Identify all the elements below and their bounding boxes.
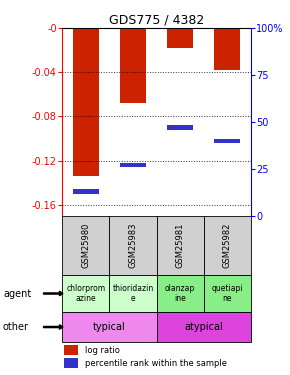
- Bar: [110, 275, 157, 312]
- Text: other: other: [3, 322, 29, 332]
- Bar: [204, 216, 251, 275]
- Bar: [73, 28, 99, 176]
- Text: thioridazin
e: thioridazin e: [113, 284, 154, 303]
- Text: percentile rank within the sample: percentile rank within the sample: [85, 359, 227, 368]
- Bar: [62, 275, 110, 312]
- Text: atypical: atypical: [184, 322, 223, 332]
- Bar: [214, 28, 240, 70]
- Text: typical: typical: [93, 322, 126, 332]
- Bar: [157, 312, 251, 342]
- Bar: [214, 138, 240, 143]
- Text: chlorprom
azine: chlorprom azine: [66, 284, 106, 303]
- Text: olanzap
ine: olanzap ine: [165, 284, 195, 303]
- Bar: [62, 216, 110, 275]
- Text: log ratio: log ratio: [85, 345, 120, 354]
- Text: GSM25981: GSM25981: [176, 223, 185, 268]
- Text: agent: agent: [3, 288, 31, 298]
- Bar: [167, 28, 193, 48]
- Bar: [64, 358, 78, 368]
- Bar: [204, 275, 251, 312]
- Bar: [167, 125, 193, 130]
- Title: GDS775 / 4382: GDS775 / 4382: [109, 14, 204, 27]
- Bar: [120, 163, 146, 167]
- Text: GSM25982: GSM25982: [223, 223, 232, 268]
- Text: GSM25983: GSM25983: [128, 222, 137, 268]
- Bar: [73, 189, 99, 194]
- Bar: [64, 345, 78, 355]
- Text: GSM25980: GSM25980: [81, 223, 90, 268]
- Bar: [120, 28, 146, 103]
- Bar: [157, 275, 204, 312]
- Bar: [62, 312, 157, 342]
- Text: quetiapi
ne: quetiapi ne: [211, 284, 243, 303]
- Bar: [110, 216, 157, 275]
- Bar: [157, 216, 204, 275]
